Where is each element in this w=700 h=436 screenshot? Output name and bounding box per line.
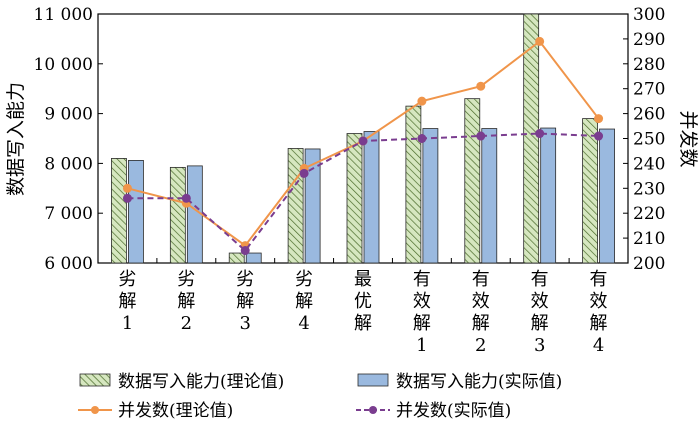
bar-actual [540,127,557,264]
category-label: 劣 [118,269,136,290]
legend-swatch [357,373,389,387]
point-theoretical [594,114,604,124]
bar-actual [599,128,615,264]
category-label: 有 [531,269,549,290]
point-actual [535,129,545,139]
right-tick-label: 270 [633,80,665,100]
point-theoretical [476,81,486,91]
category-label: 2 [475,335,486,356]
right-tick-label: 300 [633,5,665,25]
legend-marker [91,406,99,414]
point-actual [181,193,191,203]
category-label: 3 [239,313,250,334]
category-label: 效 [531,291,549,312]
right-tick-label: 260 [633,105,665,125]
point-actual [122,193,132,203]
category-label: 效 [590,291,608,312]
category-label: 1 [416,335,427,356]
bar-theoretical [169,166,186,264]
bar-theoretical [523,13,540,264]
category-label: 效 [413,291,431,312]
category-label: 有 [590,269,608,290]
point-theoretical [417,96,427,106]
bar-actual [186,165,203,264]
lines [122,36,604,256]
category-label: 优 [354,291,372,312]
legend-swatch [79,373,111,387]
category-label: 解 [413,313,431,334]
right-tick-label: 200 [633,254,665,274]
right-tick-label: 220 [633,204,665,224]
point-actual [594,131,604,141]
bar-theoretical [111,158,127,264]
left-tick-label: 7 000 [44,204,93,224]
category-label: 效 [472,291,490,312]
legend-label: 数据写入能力(实际值) [396,372,562,392]
category-label: 劣 [177,269,195,290]
category-label: 解 [472,313,490,334]
category-label: 2 [181,313,192,334]
category-label: 劣 [295,269,313,290]
point-actual [240,246,250,256]
category-label: 解 [295,291,313,312]
right-tick-label: 240 [633,154,665,174]
category-label: 有 [413,269,431,290]
legend-marker [369,406,377,414]
left-tick-label: 10 000 [34,55,93,75]
left-axis-title: 数据写入能力 [5,82,27,196]
category-label: 劣 [236,269,254,290]
left-tick-label: 8 000 [44,154,93,174]
left-axis-ticks: 6 000 7 000 8 000 9 000 10 000 11 000 [34,5,103,274]
category-label: 有 [472,269,490,290]
point-actual [358,136,368,146]
category-label: 解 [354,313,372,334]
right-axis-ticks: 200 210 220 230 240 250 260 270 280 290 300 [623,5,665,274]
bar-actual [245,252,262,264]
category-label: 解 [177,291,195,312]
right-tick-label: 250 [633,130,665,150]
left-tick-label: 11 000 [34,5,93,25]
bar-theoretical [287,148,304,264]
legend-label: 数据写入能力(理论值) [118,372,284,392]
right-tick-label: 280 [633,55,665,75]
legend-label: 并发数(理论值) [118,401,233,421]
bar-theoretical [464,98,481,264]
legend: 数据写入能力(理论值) 数据写入能力(实际值) 并发数(理论值) 并发数(实际值) [78,372,562,421]
category-label: 解 [590,313,608,334]
bar-actual [128,160,144,264]
right-tick-label: 290 [633,30,665,50]
legend-label: 并发数(实际值) [396,401,511,421]
category-label: 解 [236,291,254,312]
bar-theoretical [228,252,245,264]
left-tick-label: 6 000 [44,254,93,274]
category-label: 1 [122,313,133,334]
category-label: 解 [531,313,549,334]
point-theoretical [122,183,132,193]
category-label: 4 [593,335,604,356]
bar-theoretical [405,105,422,264]
bar-theoretical [346,133,363,264]
point-actual [417,134,427,143]
category-label: 解 [118,291,136,312]
category-label: 3 [534,335,545,356]
bars [111,13,615,264]
point-actual [299,168,309,178]
bar-actual [304,148,321,264]
bar-actual [363,131,380,264]
right-axis-title: 并发数 [677,110,699,167]
bar-actual [422,128,439,264]
right-tick-label: 230 [633,179,665,199]
bar-actual [481,128,498,264]
category-label: 4 [298,313,309,334]
category-label: 最 [354,269,372,290]
right-tick-label: 210 [633,229,665,249]
bar-theoretical [582,118,598,264]
point-theoretical [535,36,545,46]
point-actual [476,131,486,141]
left-tick-label: 9 000 [44,105,93,125]
